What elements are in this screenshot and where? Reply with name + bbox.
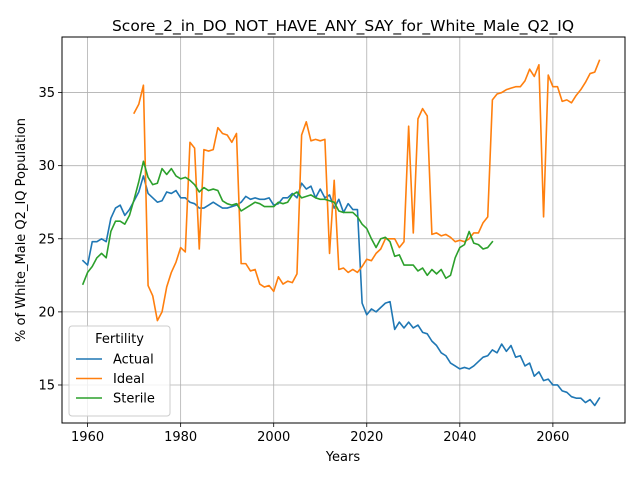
y-tick-label: 20 bbox=[38, 305, 55, 320]
y-tick-label: 15 bbox=[38, 378, 55, 393]
x-tick-label: 1980 bbox=[164, 430, 197, 445]
x-axis-label: Years bbox=[325, 450, 361, 465]
x-tick-label: 2020 bbox=[350, 430, 383, 445]
legend: Fertility Actual Ideal Sterile bbox=[68, 325, 171, 417]
plot-area-frame bbox=[61, 36, 626, 424]
series-lines bbox=[81, 59, 601, 407]
series-line-sterile bbox=[81, 160, 494, 286]
y-axis-label: % of White_Male Q2_IQ Population bbox=[14, 118, 29, 342]
legend-title: Fertility bbox=[95, 332, 144, 347]
legend-label-ideal: Ideal bbox=[113, 372, 145, 387]
legend-box bbox=[68, 325, 171, 417]
legend-items: Actual Ideal Sterile bbox=[76, 353, 155, 407]
chart-title: Score_2_in_DO_NOT_HAVE_ANY_SAY_for_White… bbox=[112, 17, 574, 36]
x-tick-label: 1960 bbox=[71, 430, 104, 445]
y-tick-label: 30 bbox=[38, 159, 55, 174]
x-tick-label: 2000 bbox=[257, 430, 290, 445]
legend-label-sterile: Sterile bbox=[113, 392, 155, 407]
y-tick-label: 35 bbox=[38, 86, 55, 101]
axis-ticks: 1960 1980 2000 2020 2040 2060 15 20 25 30 35 bbox=[38, 86, 569, 445]
x-tick-label: 2060 bbox=[536, 430, 569, 445]
legend-label-actual: Actual bbox=[113, 353, 154, 368]
x-tick-label: 2040 bbox=[443, 430, 476, 445]
series-line-ideal bbox=[133, 59, 601, 322]
y-tick-label: 25 bbox=[38, 232, 55, 247]
series-line-actual bbox=[81, 175, 601, 407]
